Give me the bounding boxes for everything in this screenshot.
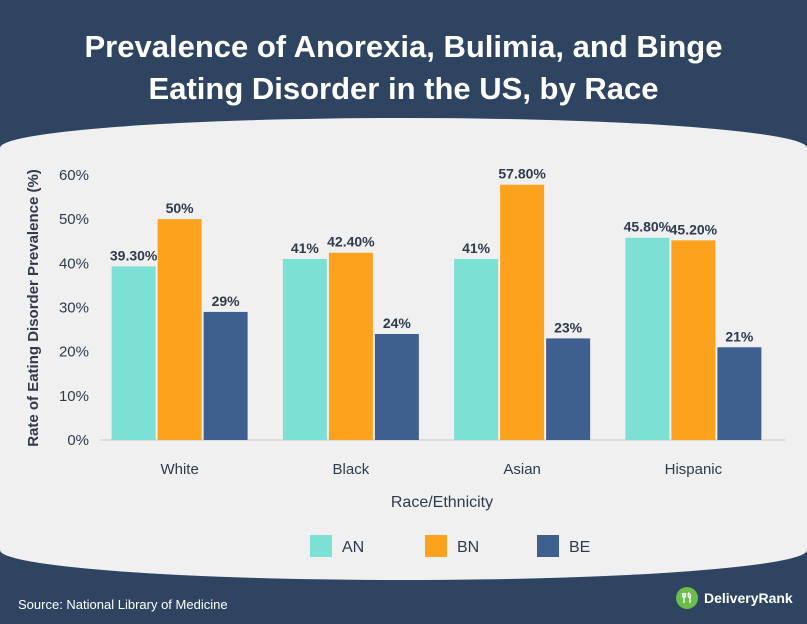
bar-value-label: 21%: [725, 328, 754, 344]
legend-item-be: BE: [537, 535, 590, 557]
y-tick-label: 30%: [59, 300, 89, 317]
y-tick-label: 10%: [59, 388, 89, 405]
bar-an-white: [111, 266, 156, 440]
chart-title: Prevalence of Anorexia, Bulimia, and Bin…: [0, 26, 807, 110]
bar-value-label: 24%: [383, 315, 412, 331]
brand-name: DeliveryRank: [704, 590, 793, 606]
bar-value-label: 39.30%: [110, 247, 158, 263]
x-tick-label: Asian: [503, 461, 541, 478]
bar-an-hispanic: [625, 237, 670, 440]
legend-label: BE: [569, 539, 590, 556]
chart-title-line-2: Eating Disorder in the US, by Race: [148, 71, 659, 106]
bar-value-label: 42.40%: [327, 234, 375, 250]
bar-value-label: 41%: [462, 240, 491, 256]
fork-knife-leaf-icon: [676, 587, 698, 609]
bar-be-hispanic: [717, 347, 762, 440]
bar-value-label: 29%: [212, 293, 241, 309]
bar-value-label: 45.20%: [670, 221, 718, 237]
bar-value-label: 23%: [554, 319, 583, 335]
y-tick-label: 40%: [59, 255, 89, 272]
legend-swatch: [425, 535, 447, 557]
y-axis-ticks: 0% 10% 20% 30% 40% 50% 60%: [59, 167, 89, 449]
legend-label: AN: [342, 539, 364, 556]
bar-value-label: 45.80%: [624, 219, 672, 235]
bar-bn-white: [157, 219, 202, 440]
legend-label: BN: [457, 539, 479, 556]
x-tick-label: Hispanic: [665, 461, 723, 478]
bars: [111, 184, 762, 440]
bar-bn-hispanic: [671, 240, 716, 440]
bar-an-asian: [454, 258, 499, 440]
bar-be-asian: [546, 338, 591, 440]
bar-value-label: 57.80%: [498, 166, 546, 182]
bar-value-label: 41%: [291, 240, 320, 256]
bar-be-black: [374, 334, 419, 440]
y-tick-label: 20%: [59, 344, 89, 361]
x-tick-label: White: [160, 461, 198, 478]
legend-item-an: AN: [310, 535, 364, 557]
footer-band: [0, 580, 807, 624]
y-tick-label: 0%: [67, 432, 89, 449]
header-band: Prevalence of Anorexia, Bulimia, and Bin…: [0, 0, 807, 140]
brand-logo: DeliveryRank: [676, 587, 793, 609]
legend-item-bn: BN: [425, 535, 479, 557]
chart-title-line-1: Prevalence of Anorexia, Bulimia, and Bin…: [84, 29, 723, 64]
y-tick-label: 50%: [59, 211, 89, 228]
y-axis-title: Rate of Eating Disorder Prevalence (%): [25, 169, 42, 447]
source-note: Source: National Library of Medicine: [18, 597, 228, 612]
legend: AN BN BE: [310, 535, 590, 557]
bar-value-label: 50%: [166, 200, 195, 216]
x-tick-label: Black: [333, 461, 370, 478]
legend-swatch: [310, 535, 332, 557]
legend-swatch: [537, 535, 559, 557]
bar-an-black: [282, 258, 327, 440]
bar-labels: 39.30% 50% 29% 41% 42.40% 24% 41% 57.80% 23% 45.8…: [110, 166, 754, 345]
bar-bn-asian: [500, 184, 545, 440]
x-axis-labels: White Black Asian Hispanic: [160, 461, 722, 478]
bar-bn-black: [328, 252, 373, 440]
y-tick-label: 60%: [59, 167, 89, 184]
x-axis-title: Race/Ethnicity: [391, 494, 493, 511]
bar-be-white: [203, 311, 248, 440]
